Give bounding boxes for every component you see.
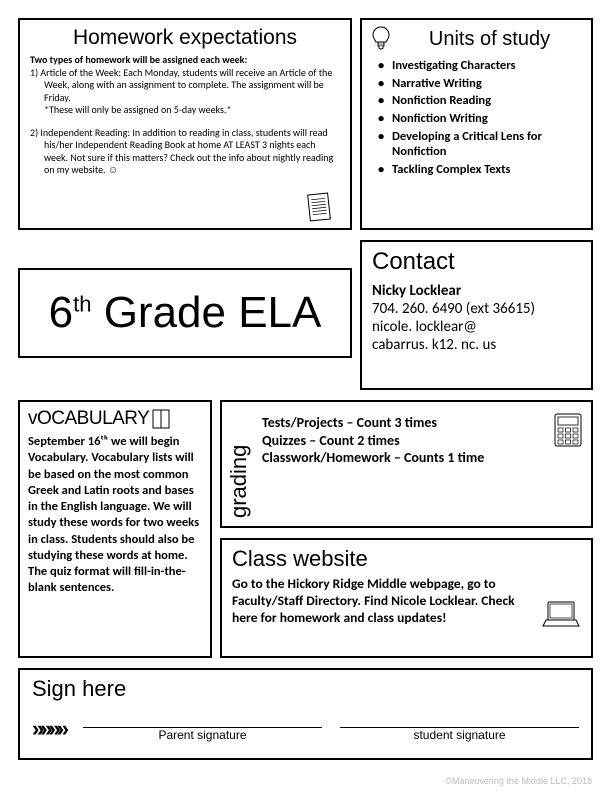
student-sig-line[interactable] xyxy=(340,710,579,728)
homework-item2: 2) Independent Reading: In addition to r… xyxy=(30,127,340,177)
grading-l2: Quizzes – Count 2 times xyxy=(262,432,549,450)
calculator-icon xyxy=(553,412,583,448)
vocab-text: September 16ᵗʰ we will begin Vocabulary.… xyxy=(28,434,202,597)
list-item: Narrative Writing xyxy=(378,76,581,92)
sign-box: Sign here »»»» Parent signature student … xyxy=(18,668,593,760)
grading-l1: Tests/Projects – Count 3 times xyxy=(262,414,549,432)
list-item: Investigating Characters xyxy=(378,58,581,74)
units-box: Units of study Investigating Characters … xyxy=(360,18,593,230)
homework-item1: 1) Article of the Week: Each Monday, stu… xyxy=(30,67,340,105)
hw2-text: Independent Reading: In addition to read… xyxy=(40,126,333,177)
laptop-icon xyxy=(541,600,581,630)
homework-title: Homework expectations xyxy=(30,26,340,50)
homework-box: Homework expectations Two types of homew… xyxy=(18,18,352,230)
contact-phone: 704. 260. 6490 (ext 36615) xyxy=(372,300,581,318)
grade-title: 6th Grade ELA xyxy=(49,288,322,338)
contact-email2: cabarrus. k12. nc. us xyxy=(372,336,581,354)
website-text: Go to the Hickory Ridge Middle webpage, … xyxy=(232,576,535,630)
grade-sup: th xyxy=(73,291,91,316)
lightbulb-icon xyxy=(372,26,390,52)
grade-rest: Grade ELA xyxy=(91,288,321,337)
list-item: Nonfiction Writing xyxy=(378,111,581,127)
vocab-title: vOCABULARY xyxy=(28,408,149,430)
grading-box: grading Tests/Projects – Count 3 times Q… xyxy=(220,400,593,528)
footer: ©Maneuvering the Middle LLC, 2018 xyxy=(445,776,592,786)
contact-email1: nicole. locklear@ xyxy=(372,318,581,336)
list-item: Developing a Critical Lens for Nonfictio… xyxy=(378,129,581,160)
vocab-box: vOCABULARY September 16ᵗʰ we will begin … xyxy=(18,400,212,658)
grade-6: 6 xyxy=(49,288,73,337)
grading-l3: Classwork/Homework – Counts 1 time xyxy=(262,449,549,467)
units-title: Units of study xyxy=(398,28,581,51)
contact-name: Nicky Locklear xyxy=(372,282,581,300)
list-item: Nonfiction Reading xyxy=(378,93,581,109)
contact-box: Contact Nicky Locklear 704. 260. 6490 (e… xyxy=(360,240,593,390)
list-item: Tackling Complex Texts xyxy=(378,162,581,178)
paper-icon xyxy=(306,192,332,222)
sign-title: Sign here xyxy=(32,676,579,702)
website-title: Class website xyxy=(232,546,581,572)
book-icon xyxy=(151,408,171,430)
student-sig-label: student signature xyxy=(340,728,579,742)
contact-title: Contact xyxy=(372,248,581,276)
units-list: Investigating Characters Narrative Writi… xyxy=(372,58,581,177)
chevron-icon: »»»» xyxy=(32,716,65,742)
grading-label: grading xyxy=(226,408,252,520)
hw2-label: 2) xyxy=(30,126,38,139)
hw1-text: Article of the Week: Each Monday, studen… xyxy=(40,66,332,104)
parent-sig-line[interactable] xyxy=(83,710,322,728)
parent-sig-label: Parent signature xyxy=(83,728,322,742)
grade-box: 6th Grade ELA xyxy=(18,268,352,358)
website-box: Class website Go to the Hickory Ridge Mi… xyxy=(220,538,593,658)
homework-item1-note: *These will only be assigned on 5-day we… xyxy=(30,104,340,117)
hw1-label: 1) xyxy=(30,66,38,79)
